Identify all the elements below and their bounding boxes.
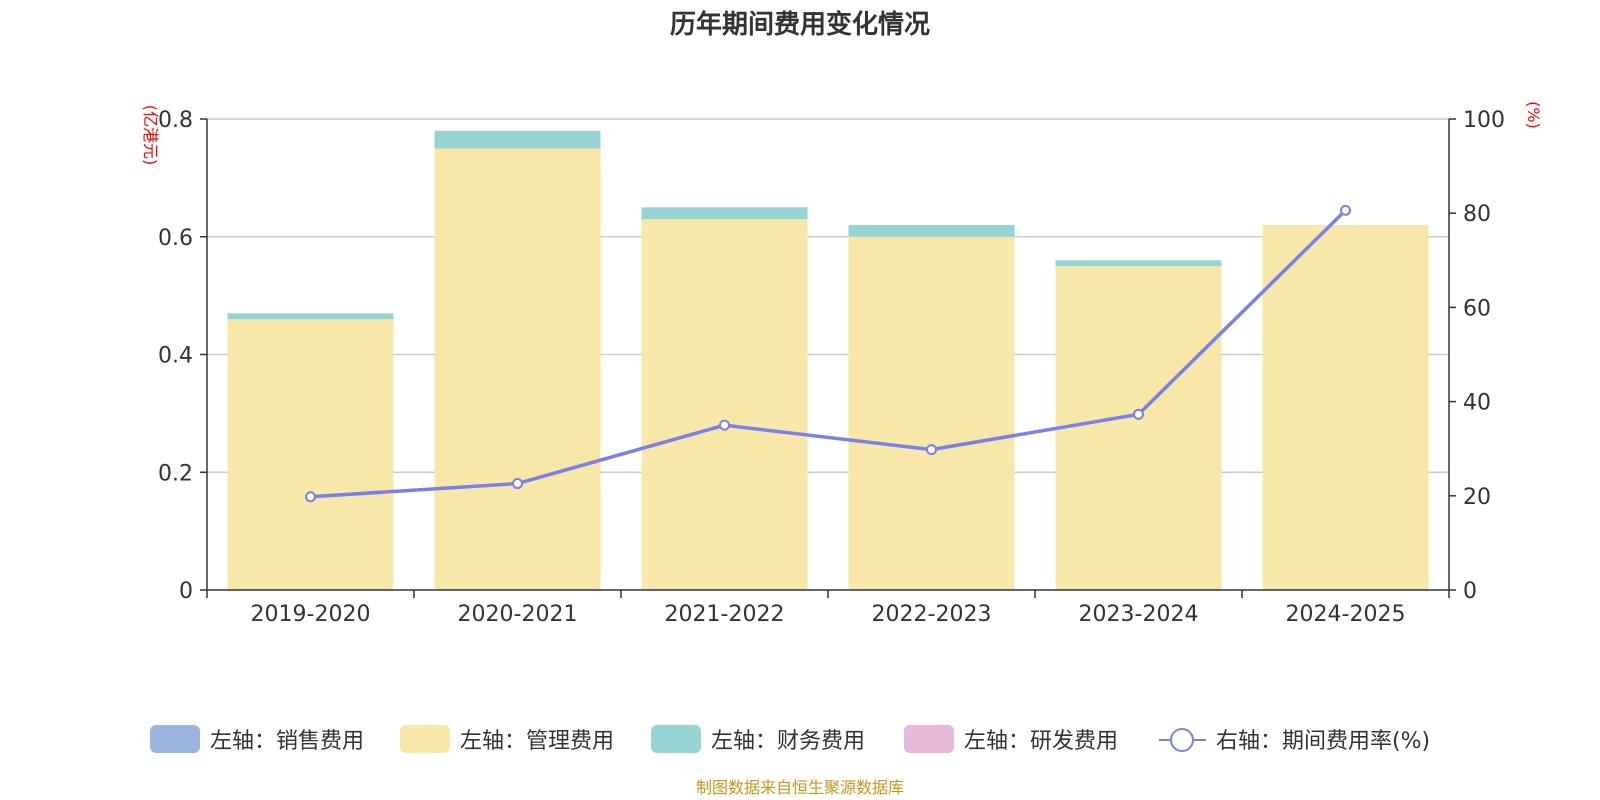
legend-swatch [904, 725, 954, 753]
bar-segment [434, 148, 601, 590]
bars [227, 130, 1429, 590]
rate-point [926, 444, 937, 456]
right-tick-label: 0 [1463, 579, 1477, 604]
x-tick-label: 2019-2020 [251, 602, 371, 627]
rate-point [512, 478, 523, 490]
left-tick-label: 0.2 [158, 461, 193, 486]
left-tick-label: 0 [179, 579, 193, 604]
right-tick-label: 100 [1463, 108, 1505, 133]
legend-swatch [150, 725, 200, 753]
bar-segment [848, 224, 1015, 237]
right-axis-unit: (%) [1524, 101, 1543, 129]
legend-swatch [400, 725, 450, 753]
bar-segment [227, 319, 394, 590]
right-tick-label: 20 [1463, 485, 1491, 510]
x-tick-label: 2021-2022 [665, 602, 785, 627]
grid-lines [207, 118, 1449, 473]
left-axis-unit: (亿港元) [141, 105, 160, 166]
bar-segment [848, 236, 1015, 590]
rate-point [1340, 204, 1351, 216]
bar-segment [1262, 224, 1429, 590]
legend-label: 左轴：研发费用 [964, 729, 1118, 754]
legend-label: 左轴：管理费用 [460, 729, 614, 754]
x-tick-label: 2020-2021 [458, 602, 578, 627]
left-tick-label: 0.6 [158, 226, 193, 251]
rate-point [1133, 408, 1144, 420]
axes: 0 0.2 0.4 0.6 0.8 0 20 40 60 80 100 2019-2020 2020-2… [141, 101, 1543, 627]
bar-segment [227, 313, 394, 320]
legend-line-marker [1170, 728, 1194, 752]
right-tick-label: 80 [1463, 202, 1491, 227]
left-tick-label: 0.8 [158, 108, 193, 133]
right-tick-label: 60 [1463, 296, 1491, 321]
rate-line [305, 204, 1351, 503]
x-tick-label: 2024-2025 [1286, 602, 1406, 627]
bar-segment [641, 207, 808, 220]
x-tick-label: 2022-2023 [872, 602, 992, 627]
bar-segment [641, 219, 808, 590]
legend-label: 左轴：销售费用 [210, 729, 364, 754]
bar-segment [1055, 260, 1222, 267]
rate-line-path [310, 209, 1347, 499]
right-tick-label: 40 [1463, 391, 1491, 416]
legend-label: 左轴：财务费用 [711, 729, 865, 754]
bar-segment [434, 130, 601, 149]
bar-segment [1055, 266, 1222, 590]
source-note: 制图数据来自恒生聚源数据库 [695, 778, 904, 797]
legend-swatch [651, 725, 701, 753]
legend-label: 右轴：期间费用率(%) [1216, 729, 1430, 754]
rate-point [719, 419, 730, 431]
legend: 左轴：销售费用 左轴：管理费用 左轴：财务费用 左轴：研发费用 右轴：期间费用率(%) [150, 725, 1430, 754]
rate-point [305, 491, 316, 503]
chart-title: 历年期间费用变化情况 [669, 10, 930, 40]
x-tick-label: 2023-2024 [1079, 602, 1199, 627]
left-tick-label: 0.4 [158, 344, 193, 369]
